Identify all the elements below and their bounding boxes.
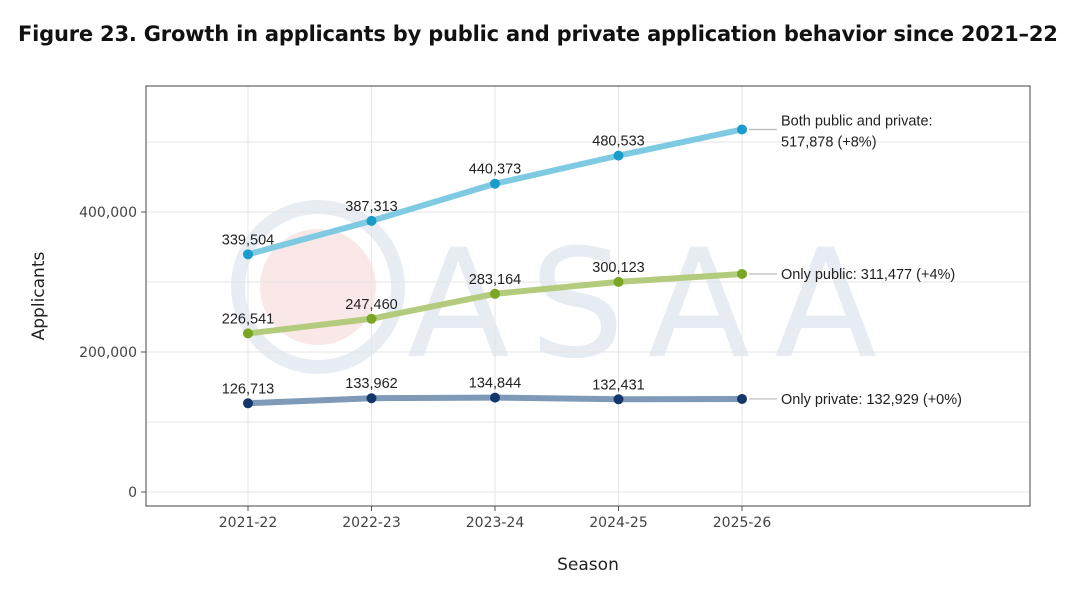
data-label-public: 226,541 bbox=[222, 311, 274, 327]
data-point-public bbox=[737, 268, 747, 279]
x-axis-title: Season bbox=[557, 555, 619, 575]
data-label-both: 440,373 bbox=[469, 162, 521, 178]
watermark-seal-ring bbox=[231, 200, 405, 374]
data-point-private bbox=[737, 393, 747, 404]
watermark-text: ASAA bbox=[407, 218, 897, 392]
plot-frame bbox=[145, 85, 1031, 507]
axes: 0 200,000 400,000 2021-22 2022-23 2023-24 2024… bbox=[79, 205, 771, 531]
data-label-private: 132,431 bbox=[592, 377, 644, 393]
series bbox=[243, 124, 747, 409]
end-label-public: Only public: 311,477 (+4%) bbox=[781, 267, 955, 283]
data-point-both bbox=[366, 215, 377, 226]
x-tick-label: 2022-23 bbox=[342, 515, 401, 531]
data-point-public bbox=[243, 328, 253, 339]
data-label-public: 300,123 bbox=[592, 260, 644, 276]
data-label-private: 133,962 bbox=[345, 376, 397, 392]
end-label-private: Only private: 132,929 (+0%) bbox=[781, 392, 962, 408]
data-point-private bbox=[613, 394, 624, 405]
data-label-private: 126,713 bbox=[222, 381, 274, 397]
labels: 339,504 387,313 440,373 480,533 Both public … bbox=[222, 113, 962, 407]
chart-title: Figure 23. Growth in applicants by publi… bbox=[18, 22, 1058, 46]
y-tick-label: 200,000 bbox=[79, 345, 137, 361]
x-tick-label: 2021-22 bbox=[219, 515, 278, 531]
x-tick-label: 2025-26 bbox=[713, 515, 772, 531]
watermark: ASAA bbox=[231, 200, 897, 392]
data-point-both bbox=[490, 178, 500, 189]
data-point-private bbox=[366, 393, 377, 404]
data-label-both: 480,533 bbox=[592, 134, 644, 150]
end-label-both: Both public and private: bbox=[781, 113, 933, 129]
y-axis-title: Applicants bbox=[29, 251, 49, 340]
x-tick-label: 2024-25 bbox=[589, 515, 648, 531]
grid-lines bbox=[146, 86, 1030, 506]
data-point-public bbox=[613, 276, 624, 287]
data-label-both: 387,313 bbox=[345, 199, 397, 215]
y-tick-label: 400,000 bbox=[79, 205, 137, 221]
data-point-both bbox=[613, 150, 624, 161]
x-tick-label: 2023-24 bbox=[466, 515, 525, 531]
y-tick-label: 0 bbox=[128, 485, 137, 501]
data-label-private: 134,844 bbox=[469, 376, 521, 392]
data-label-both: 339,504 bbox=[222, 232, 274, 248]
data-label-public: 247,460 bbox=[345, 297, 397, 313]
data-point-both bbox=[243, 249, 253, 260]
watermark-seal-center bbox=[260, 229, 376, 345]
data-label-public: 283,164 bbox=[469, 272, 521, 288]
data-point-private bbox=[490, 392, 500, 403]
end-label-both: 517,878 (+8%) bbox=[781, 134, 877, 150]
data-point-public bbox=[490, 288, 500, 299]
data-point-private bbox=[243, 398, 253, 409]
data-point-both bbox=[737, 124, 747, 135]
data-point-public bbox=[366, 313, 377, 324]
